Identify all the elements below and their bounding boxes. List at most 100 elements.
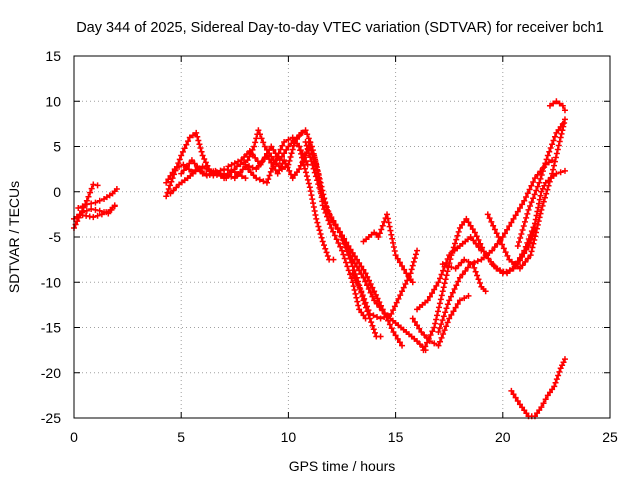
data-point [446, 297, 453, 304]
data-point [163, 179, 170, 186]
data-point [349, 270, 356, 277]
data-point [474, 258, 481, 265]
data-point [92, 199, 99, 206]
data-point [296, 166, 303, 173]
data-point [463, 215, 470, 222]
data-point [92, 206, 99, 213]
data-point [186, 134, 193, 141]
data-point [356, 306, 363, 313]
y-tick-label: 15 [45, 48, 61, 64]
data-point [555, 142, 562, 149]
data-point [444, 319, 451, 326]
data-point [377, 315, 384, 322]
data-point [443, 272, 450, 279]
data-point [300, 162, 307, 169]
data-point [244, 157, 251, 164]
data-point [558, 130, 565, 137]
data-point [449, 248, 456, 255]
data-point [474, 272, 481, 279]
data-point [551, 158, 558, 165]
data-point [196, 141, 203, 148]
data-point [427, 332, 434, 339]
series-drop-5 [339, 234, 429, 354]
data-point [464, 264, 471, 271]
data-point [475, 237, 482, 244]
data-point [94, 212, 101, 219]
data-point [310, 200, 317, 207]
data-point [369, 284, 376, 291]
data-point [233, 163, 240, 170]
data-point [341, 255, 348, 262]
data-point [386, 223, 393, 230]
data-point [364, 273, 371, 280]
data-point [374, 295, 381, 302]
data-point [369, 322, 376, 329]
data-point [88, 185, 95, 192]
data-point [317, 230, 324, 237]
data-point [303, 173, 310, 180]
data-point [96, 207, 103, 214]
data-point [304, 176, 311, 183]
data-point [465, 292, 472, 299]
data-point [536, 196, 543, 203]
data-point [530, 178, 537, 185]
data-point [302, 138, 309, 145]
data-point [369, 293, 376, 300]
data-point [371, 297, 378, 304]
data-point [448, 264, 455, 271]
data-point [504, 226, 511, 233]
data-point [439, 317, 446, 324]
data-point [302, 169, 309, 176]
data-point [476, 280, 483, 287]
data-point [274, 170, 281, 177]
data-point [266, 172, 273, 179]
series-day-5 [225, 127, 320, 170]
data-point [538, 171, 545, 178]
data-point [351, 273, 358, 280]
data-point [263, 179, 270, 186]
data-point [471, 229, 478, 236]
data-point [165, 176, 172, 183]
data-point [87, 189, 94, 196]
data-point [356, 267, 363, 274]
data-point [384, 211, 391, 218]
data-point [388, 325, 395, 332]
data-point [432, 320, 439, 327]
data-point [434, 312, 441, 319]
data-point [435, 342, 442, 349]
data-point [354, 298, 361, 305]
data-point [243, 151, 250, 158]
data-point [297, 147, 304, 154]
data-point [343, 259, 350, 266]
data-point [519, 262, 526, 269]
data-point [453, 236, 460, 243]
series-valley-1 [409, 292, 472, 349]
data-point [351, 287, 358, 294]
data-point [281, 138, 288, 145]
data-point [550, 137, 557, 144]
data-point [365, 286, 372, 293]
data-point [391, 248, 398, 255]
data-point [541, 194, 548, 201]
data-point [436, 300, 443, 307]
data-point [350, 283, 357, 290]
data-point [302, 152, 309, 159]
data-point [447, 256, 454, 263]
data-point [409, 315, 416, 322]
data-point [168, 178, 175, 185]
data-point [440, 330, 447, 337]
data-point [529, 244, 536, 251]
data-point [181, 145, 188, 152]
data-point [500, 245, 507, 252]
data-point [359, 292, 366, 299]
data-point [541, 164, 548, 171]
data-point [351, 267, 358, 274]
data-point [538, 404, 545, 411]
data-point [493, 230, 500, 237]
data-point [542, 160, 549, 167]
data-point [531, 237, 538, 244]
data-point [393, 299, 400, 306]
data-point [414, 338, 421, 345]
data-point [278, 153, 285, 160]
data-point [103, 209, 110, 216]
